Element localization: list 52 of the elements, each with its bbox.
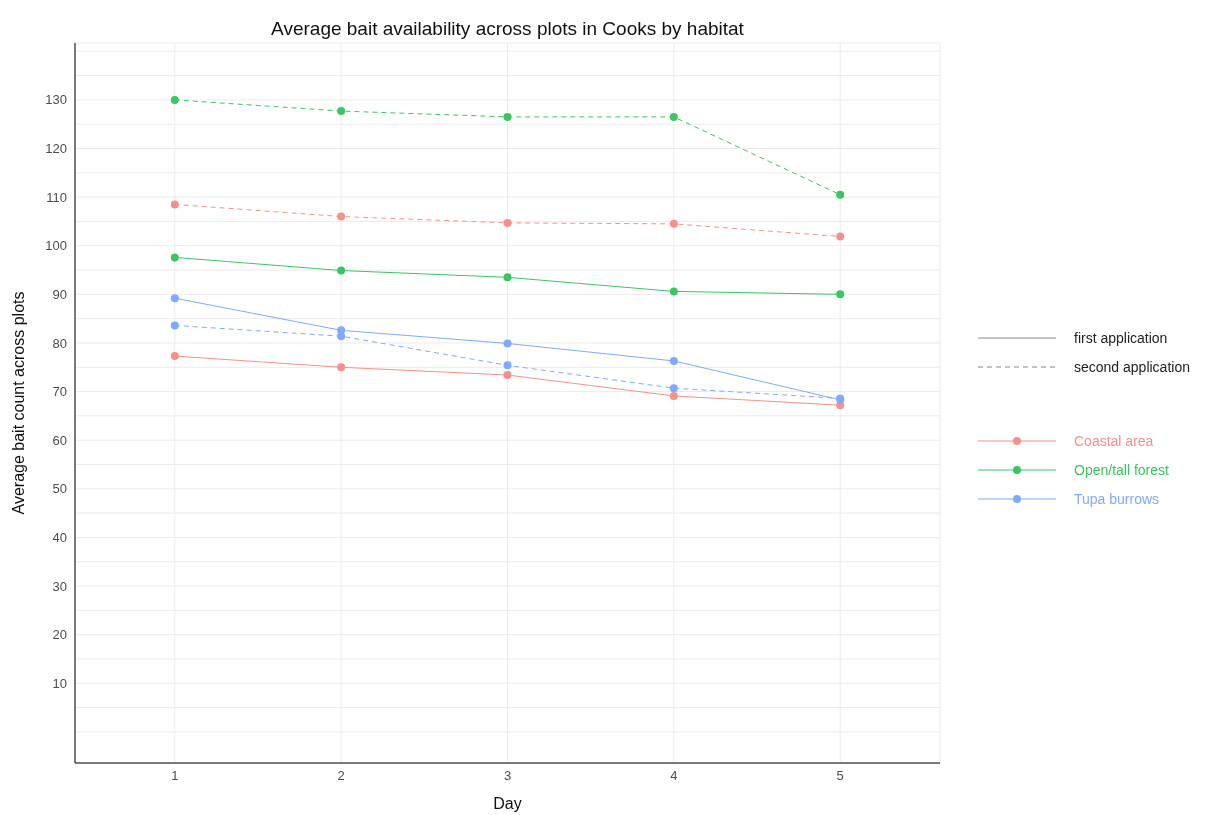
y-tick-label: 80 <box>52 335 67 351</box>
text: first application <box>1074 329 1168 346</box>
y-tick-label: 100 <box>45 238 67 254</box>
y-tick-label: 90 <box>52 286 67 302</box>
y-tick-label: 50 <box>52 481 67 497</box>
y-tick-label: 120 <box>45 141 67 157</box>
point <box>337 332 346 341</box>
point <box>669 112 678 121</box>
point <box>669 287 678 296</box>
point <box>503 273 512 282</box>
point <box>337 107 346 116</box>
point <box>170 294 179 303</box>
point <box>170 253 179 262</box>
y-tick-label: 70 <box>52 384 67 400</box>
y-tick-label: 110 <box>46 189 67 205</box>
y-tick-label: 10 <box>52 675 67 691</box>
y-axis-title: Average bait count across plots <box>9 291 27 515</box>
y-tick-label: 20 <box>52 627 67 643</box>
point <box>503 339 512 348</box>
point <box>337 266 346 275</box>
point <box>170 95 179 104</box>
y-tick-label: 40 <box>52 530 67 546</box>
x-tick-label: 4 <box>670 768 678 784</box>
text: second application <box>1074 358 1190 375</box>
point <box>170 321 179 330</box>
point <box>503 371 512 380</box>
point <box>503 361 512 370</box>
text: Tupa burrows <box>1074 490 1160 507</box>
point <box>669 384 678 393</box>
y-tick-label: 30 <box>52 578 67 594</box>
point <box>337 363 346 372</box>
x-tick-label: 5 <box>836 768 844 784</box>
chart-title: Average bait availability across plots in Cooks by habitat <box>270 18 745 40</box>
y-tick-label: 130 <box>45 92 67 108</box>
point <box>669 356 678 365</box>
text: Coastal area <box>1074 432 1154 449</box>
point <box>836 190 845 199</box>
point <box>836 232 845 241</box>
point <box>170 352 179 361</box>
x-tick-label: 3 <box>503 768 512 784</box>
point <box>836 290 845 299</box>
x-tick-label: 1 <box>171 768 179 784</box>
point <box>669 219 678 228</box>
point <box>503 218 512 227</box>
x-axis-title: Day <box>493 795 522 812</box>
x-tick-label: 2 <box>337 768 345 784</box>
point <box>669 391 678 400</box>
point <box>337 212 346 221</box>
point <box>503 112 512 121</box>
point <box>170 200 179 209</box>
text: Open/tall forest <box>1074 461 1169 478</box>
y-tick-label: 60 <box>52 432 67 448</box>
